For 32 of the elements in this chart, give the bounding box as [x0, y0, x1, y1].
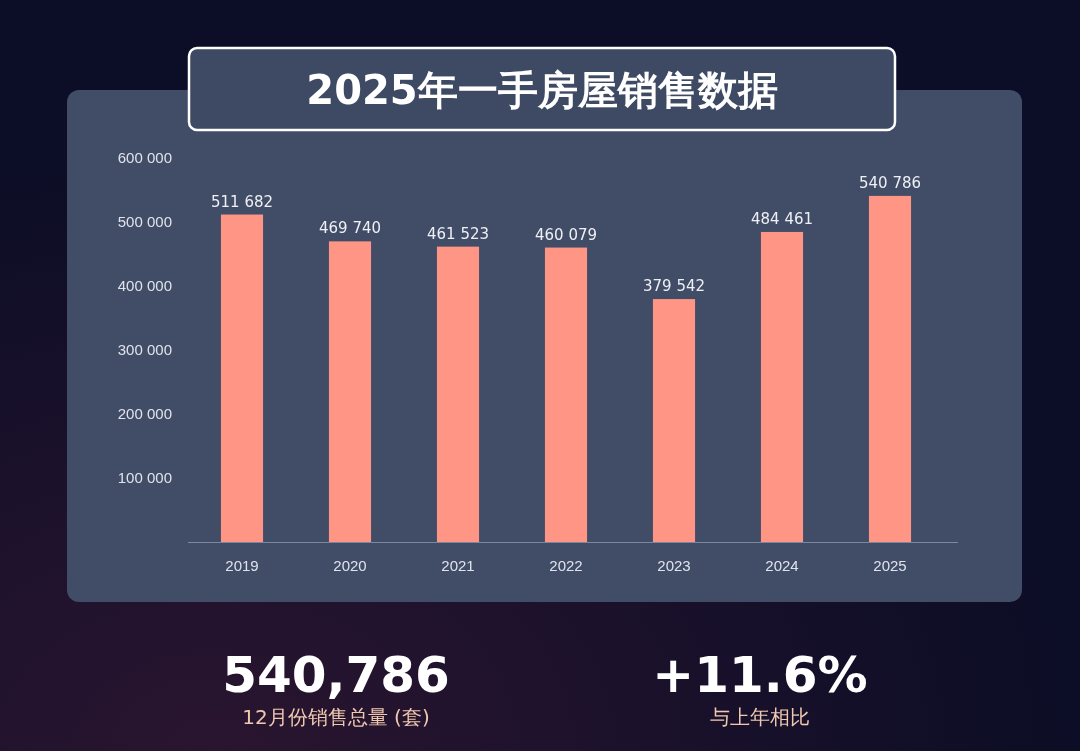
x-tick-label: 2025	[873, 556, 907, 574]
bar	[868, 195, 912, 542]
bar	[544, 247, 588, 542]
text: +11.6%	[652, 646, 868, 704]
bar	[328, 241, 372, 542]
data-label: 461 523	[426, 224, 490, 243]
x-tick-label: 2024	[765, 556, 799, 574]
data-label: 484 461	[750, 209, 814, 228]
data-label: 511 682	[210, 192, 274, 211]
text: 与上年相比	[710, 705, 810, 729]
y-tick-label: 500 000	[117, 213, 172, 231]
data-label: 469 740	[318, 219, 382, 238]
bar	[652, 299, 696, 542]
bar	[760, 231, 804, 542]
bar	[436, 246, 480, 542]
chart-title: 2025年一手房屋销售数据	[306, 67, 778, 113]
x-tick-label: 2020	[333, 556, 367, 574]
text: 12月份销售总量 (套)	[242, 705, 430, 729]
y-tick-label: 300 000	[117, 341, 172, 359]
text: 540,786	[222, 646, 450, 704]
y-tick-label: 600 000	[117, 149, 172, 167]
x-tick-label: 2023	[657, 556, 691, 574]
x-tick-label: 2019	[225, 556, 259, 574]
data-label: 460 079	[534, 225, 598, 244]
x-tick-label: 2021	[441, 556, 475, 574]
data-label: 379 542	[642, 277, 706, 296]
bar	[220, 214, 264, 542]
x-tick-label: 2022	[549, 556, 583, 574]
y-tick-label: 400 000	[117, 277, 172, 295]
data-label: 540 786	[858, 173, 922, 192]
y-tick-label: 100 000	[117, 469, 172, 487]
y-tick-label: 200 000	[117, 405, 172, 423]
